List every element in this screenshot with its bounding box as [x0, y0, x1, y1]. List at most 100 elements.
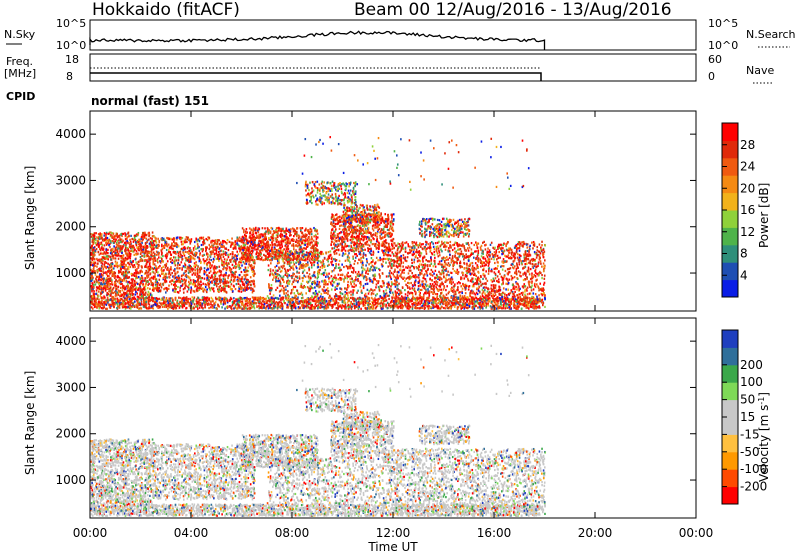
- power-echo: [346, 298, 348, 300]
- power-echo: [122, 306, 124, 308]
- power-echo: [107, 299, 109, 301]
- power-echo: [186, 302, 188, 304]
- power-echo: [221, 298, 223, 300]
- power-echo: [146, 238, 148, 240]
- power-echo: [196, 301, 198, 303]
- power-echo: [358, 299, 360, 301]
- power-echo: [93, 269, 95, 271]
- power-echo: [352, 303, 354, 305]
- power-echo: [116, 233, 118, 235]
- power-echo: [383, 304, 385, 306]
- power-echo: [355, 298, 357, 300]
- power-echo: [293, 303, 295, 305]
- power-echo: [127, 266, 129, 268]
- power-echo: [174, 303, 176, 305]
- power-echo: [119, 236, 121, 238]
- power-echo: [140, 256, 142, 258]
- power-echo: [356, 306, 358, 308]
- power-echo: [109, 280, 111, 282]
- power-echo: [126, 280, 128, 282]
- power-echo: [484, 303, 486, 305]
- power-echo: [112, 300, 114, 302]
- power-echo: [507, 303, 509, 305]
- power-echo: [109, 306, 111, 308]
- power-echo: [165, 301, 167, 303]
- power-echo: [482, 307, 484, 309]
- power-echo: [146, 234, 148, 236]
- chart-title: Hokkaido (fitACF): [92, 0, 240, 20]
- power-echo: [393, 303, 395, 305]
- power-echo: [101, 300, 103, 302]
- power-echo: [103, 295, 105, 297]
- power-echo: [102, 266, 104, 268]
- power-echo: [111, 290, 113, 292]
- power-echo: [544, 306, 546, 308]
- power-echo: [236, 308, 238, 310]
- power-echo: [109, 246, 111, 248]
- power-echo: [414, 302, 416, 304]
- power-echo: [112, 274, 114, 276]
- power-echo: [99, 295, 101, 297]
- power-echo: [266, 300, 268, 302]
- power-echo: [240, 297, 242, 299]
- power-echo: [121, 298, 123, 300]
- power-echo: [144, 304, 146, 306]
- power-echo: [172, 305, 174, 307]
- power-echo: [148, 235, 150, 237]
- power-echo: [523, 305, 525, 307]
- power-echo: [235, 305, 237, 307]
- power-echo: [341, 307, 343, 309]
- power-echo: [100, 293, 102, 295]
- power-echo: [177, 300, 179, 302]
- power-echo: [437, 302, 439, 304]
- power-echo: [125, 243, 127, 245]
- power-echo: [120, 241, 122, 243]
- power-echo: [373, 307, 375, 309]
- power-echo: [519, 303, 521, 305]
- power-echo: [145, 285, 147, 287]
- power-echo: [141, 301, 143, 303]
- power-echo: [362, 303, 364, 305]
- power-echo: [98, 251, 100, 253]
- power-echo: [175, 299, 177, 301]
- power-echo: [152, 305, 154, 307]
- power-echo: [104, 244, 106, 246]
- power-echo: [537, 306, 539, 308]
- power-echo: [198, 297, 200, 299]
- power-echo: [260, 306, 262, 308]
- power-echo: [126, 268, 128, 270]
- power-echo: [149, 273, 151, 275]
- power-echo: [132, 306, 134, 308]
- power-echo: [126, 294, 128, 296]
- power-echo: [416, 306, 418, 308]
- power-echo: [110, 304, 112, 306]
- power-echo: [122, 246, 124, 248]
- power-echo: [212, 300, 214, 302]
- power-echo: [98, 290, 100, 292]
- power-echo: [95, 283, 97, 285]
- power-echo: [98, 287, 100, 289]
- power-echo: [361, 299, 363, 301]
- power-echo: [221, 306, 223, 308]
- power-echo: [332, 304, 334, 306]
- power-echo: [447, 304, 449, 306]
- power-echo: [233, 307, 235, 309]
- power-echo: [460, 308, 462, 310]
- power-echo: [103, 307, 105, 309]
- power-echo: [443, 307, 445, 309]
- power-echo: [149, 288, 151, 290]
- power-echo: [530, 306, 532, 308]
- power-echo: [107, 297, 109, 299]
- power-echo: [276, 297, 278, 299]
- power-echo: [406, 307, 408, 309]
- power-echo: [98, 233, 100, 235]
- power-echo: [268, 304, 270, 306]
- power-echo: [152, 261, 154, 263]
- power-echo: [117, 236, 119, 238]
- power-echo: [218, 297, 220, 299]
- power-echo: [244, 308, 246, 310]
- power-echo: [334, 303, 336, 305]
- power-echo: [226, 306, 228, 308]
- power-echo: [194, 303, 196, 305]
- power-echo: [113, 233, 115, 235]
